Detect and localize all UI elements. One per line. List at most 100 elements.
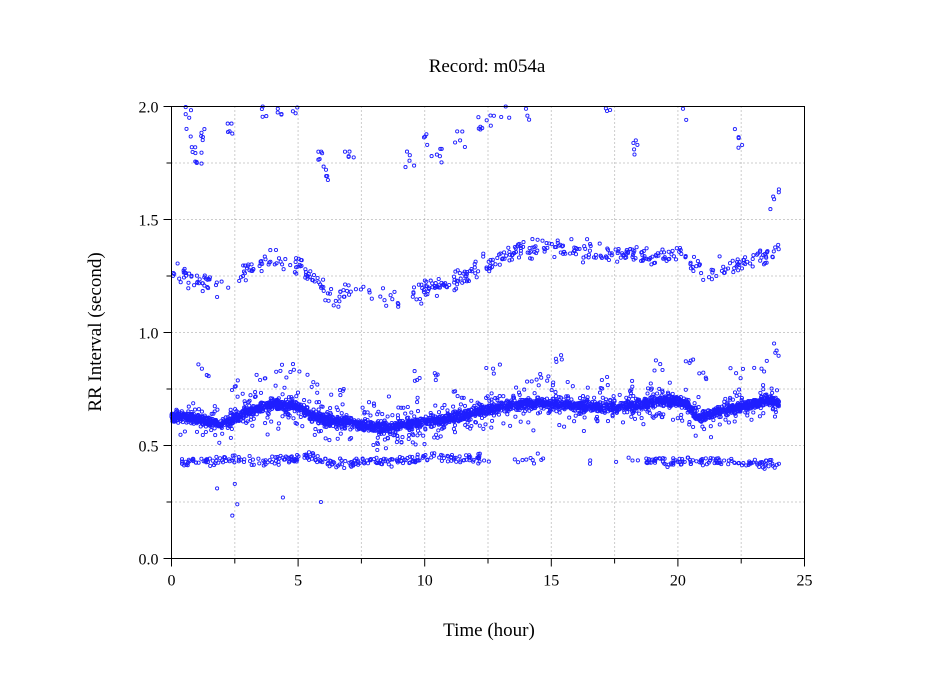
data-point bbox=[328, 406, 333, 411]
data-point bbox=[242, 263, 248, 268]
data-point bbox=[593, 255, 598, 260]
data-point bbox=[294, 256, 299, 261]
data-point bbox=[262, 376, 267, 381]
data-point bbox=[338, 431, 343, 436]
data-point bbox=[445, 453, 450, 458]
data-point bbox=[305, 453, 310, 458]
data-point bbox=[769, 386, 774, 391]
data-point bbox=[302, 398, 307, 403]
data-point bbox=[227, 459, 232, 464]
data-point bbox=[292, 459, 297, 464]
data-point bbox=[263, 458, 268, 463]
data-point bbox=[192, 283, 197, 288]
data-point bbox=[565, 379, 570, 385]
data-point bbox=[695, 259, 700, 264]
data-point bbox=[577, 246, 582, 251]
data-point bbox=[339, 411, 344, 416]
data-point bbox=[479, 415, 485, 421]
data-point bbox=[212, 404, 217, 409]
data-point bbox=[191, 457, 196, 462]
data-point bbox=[172, 417, 178, 422]
data-point bbox=[677, 403, 682, 408]
data-point bbox=[242, 399, 247, 404]
data-point bbox=[397, 454, 402, 460]
data-point bbox=[189, 409, 194, 415]
data-point bbox=[256, 456, 261, 461]
data-point bbox=[257, 461, 262, 466]
data-point bbox=[770, 463, 775, 468]
data-point bbox=[232, 460, 237, 465]
data-point bbox=[669, 252, 674, 257]
data-point bbox=[280, 392, 285, 397]
data-point bbox=[356, 420, 362, 425]
data-point bbox=[353, 420, 358, 425]
data-point bbox=[349, 421, 354, 426]
data-point bbox=[445, 459, 450, 464]
data-point bbox=[525, 379, 530, 384]
data-point bbox=[321, 164, 326, 169]
data-point bbox=[755, 399, 760, 404]
data-point bbox=[761, 383, 766, 388]
data-point bbox=[497, 262, 502, 267]
data-point bbox=[506, 408, 511, 413]
data-point bbox=[457, 417, 462, 422]
data-point bbox=[306, 450, 312, 455]
data-point bbox=[649, 387, 654, 392]
data-point bbox=[268, 248, 273, 253]
data-point bbox=[199, 130, 204, 135]
data-point bbox=[272, 262, 277, 267]
data-point bbox=[531, 461, 537, 466]
data-point bbox=[336, 304, 341, 309]
data-point bbox=[680, 418, 685, 423]
data-point bbox=[315, 275, 320, 281]
data-point bbox=[378, 461, 384, 466]
data-point bbox=[248, 417, 254, 422]
data-point bbox=[380, 412, 385, 417]
data-point bbox=[653, 456, 659, 461]
data-point bbox=[539, 375, 544, 380]
data-point bbox=[226, 285, 231, 290]
data-point bbox=[585, 237, 590, 242]
data-point bbox=[266, 400, 271, 405]
data-point bbox=[198, 418, 203, 423]
data-point bbox=[280, 455, 285, 460]
data-point bbox=[211, 411, 216, 416]
data-point bbox=[536, 383, 541, 388]
data-point bbox=[620, 252, 625, 258]
data-point bbox=[416, 420, 421, 425]
data-point bbox=[342, 149, 348, 154]
data-point bbox=[194, 159, 199, 165]
data-point bbox=[476, 401, 481, 407]
data-point bbox=[520, 398, 525, 403]
data-point bbox=[275, 110, 280, 115]
data-point bbox=[732, 419, 737, 424]
data-point bbox=[580, 404, 585, 409]
data-point bbox=[597, 241, 602, 246]
data-point bbox=[308, 269, 313, 274]
data-point bbox=[516, 460, 521, 465]
data-point bbox=[776, 242, 781, 247]
data-point bbox=[585, 385, 590, 390]
data-point bbox=[520, 400, 525, 405]
data-point bbox=[628, 394, 633, 399]
data-point bbox=[289, 395, 294, 400]
data-point bbox=[731, 270, 736, 275]
data-point bbox=[517, 392, 522, 397]
data-point bbox=[312, 279, 317, 284]
data-point bbox=[403, 411, 408, 416]
data-point bbox=[597, 400, 603, 405]
data-point bbox=[400, 461, 406, 466]
data-point bbox=[744, 400, 749, 405]
data-point bbox=[605, 246, 610, 251]
data-point bbox=[666, 400, 671, 405]
data-point bbox=[707, 410, 712, 415]
data-point bbox=[728, 397, 733, 402]
data-point bbox=[745, 413, 750, 418]
data-point bbox=[469, 398, 474, 403]
data-point bbox=[188, 108, 194, 113]
data-point bbox=[673, 257, 679, 262]
data-point bbox=[528, 256, 533, 261]
data-point bbox=[716, 456, 721, 461]
data-point bbox=[227, 419, 232, 424]
data-point bbox=[217, 440, 222, 445]
